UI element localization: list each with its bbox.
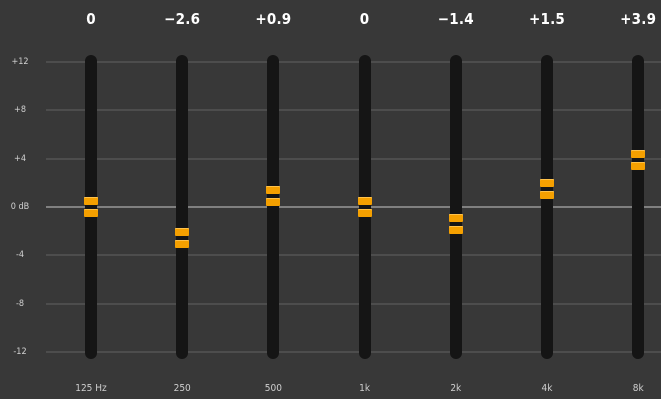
band-4k: +1.5 4k [512, 0, 582, 399]
band-slider-track[interactable] [449, 55, 462, 359]
band-frequency-label: 8k [632, 383, 644, 394]
band-slider-track[interactable] [358, 55, 371, 359]
slider-thumb-grip [540, 190, 554, 199]
slider-thumb-grip [175, 228, 190, 237]
band-gain-value: +1.5 [528, 10, 565, 28]
band-frequency-label: 250 [173, 383, 191, 394]
band-slider-thumb[interactable] [266, 186, 281, 207]
slider-thumb-grip [357, 209, 372, 217]
band-gain-value: 0 [86, 10, 96, 28]
band-slider-track[interactable] [541, 55, 553, 359]
band-frequency-label: 125 Hz [75, 383, 107, 394]
slider-thumb-grip [631, 161, 646, 170]
band-slider-thumb[interactable] [448, 213, 463, 234]
zero-db-line [46, 206, 661, 208]
slider-thumb-grip [175, 240, 190, 249]
band-gain-value: 0 [359, 10, 370, 28]
slider-thumb-grip [266, 186, 281, 195]
db-scale-label: +12 [11, 57, 29, 67]
db-scale-label: +8 [14, 105, 26, 116]
band-1k: 0 1k [330, 0, 400, 399]
slider-thumb-grip [357, 197, 372, 205]
slider-thumb-grip [448, 213, 463, 222]
db-gridline [46, 254, 661, 257]
band-125-hz: 0 125 Hz [56, 0, 126, 399]
db-gridline [46, 302, 661, 305]
band-gain-value: +3.9 [620, 10, 657, 28]
band-2k: −1.4 2k [421, 0, 491, 399]
db-scale-label: 0 dB [10, 202, 30, 212]
band-8k: +3.9 8k [603, 0, 661, 399]
db-gridline [46, 351, 661, 353]
band-gain-value: +0.9 [255, 10, 292, 28]
db-gridline [46, 61, 661, 63]
slider-thumb-grip [540, 178, 554, 187]
slider-thumb-grip [84, 197, 98, 205]
band-frequency-label: 4k [541, 383, 553, 394]
band-slider-track[interactable] [267, 55, 280, 359]
band-frequency-label: 500 [264, 383, 282, 394]
band-frequency-label: 2k [450, 383, 462, 394]
band-slider-track[interactable] [632, 55, 645, 359]
band-slider-thumb[interactable] [84, 197, 98, 217]
band-gain-value: −2.6 [164, 10, 201, 28]
slider-thumb-grip [631, 149, 646, 158]
band-slider-thumb[interactable] [631, 149, 646, 170]
db-scale-label: +4 [14, 153, 26, 164]
slider-thumb-grip [84, 209, 98, 217]
band-gain-value: −1.4 [437, 10, 474, 28]
band-250: −2.6 250 [147, 0, 217, 399]
db-gridline [46, 109, 661, 112]
band-frequency-label: 1k [359, 383, 371, 394]
db-scale-label: -12 [13, 347, 27, 357]
band-slider-thumb[interactable] [357, 197, 372, 217]
slider-thumb-grip [448, 225, 463, 234]
db-gridline [46, 157, 661, 160]
slider-thumb-grip [266, 198, 281, 207]
band-slider-thumb[interactable] [540, 178, 554, 199]
band-slider-thumb[interactable] [175, 228, 190, 249]
band-500: +0.9 500 [238, 0, 308, 399]
db-scale-label: -4 [15, 250, 25, 261]
band-slider-track[interactable] [85, 55, 97, 359]
band-slider-track[interactable] [176, 55, 189, 359]
db-scale-label: -8 [15, 298, 25, 309]
